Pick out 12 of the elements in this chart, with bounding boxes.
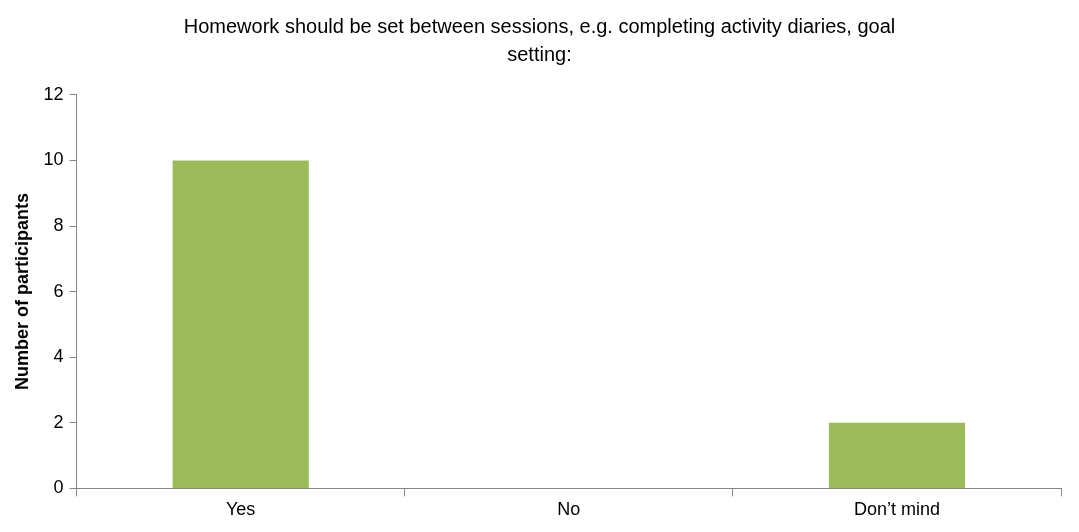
y-tick-label: 12 (43, 83, 64, 104)
y-tick-label: 0 (53, 477, 64, 498)
y-axis-title: Number of participants (11, 193, 32, 391)
x-tick-label: Yes (226, 499, 256, 520)
x-tick-label: No (557, 499, 581, 520)
y-tick-label: 6 (53, 280, 64, 301)
y-tick-label: 4 (53, 346, 64, 367)
y-tick-label: 8 (53, 214, 64, 235)
y-tick-label: 2 (53, 411, 64, 432)
y-tick-label: 10 (43, 149, 64, 170)
chart-title: Homework should be set between sessions, e.g. completing activity diaries, goal setting: (182, 14, 897, 67)
x-tick-label: Don’t mind (853, 499, 940, 520)
